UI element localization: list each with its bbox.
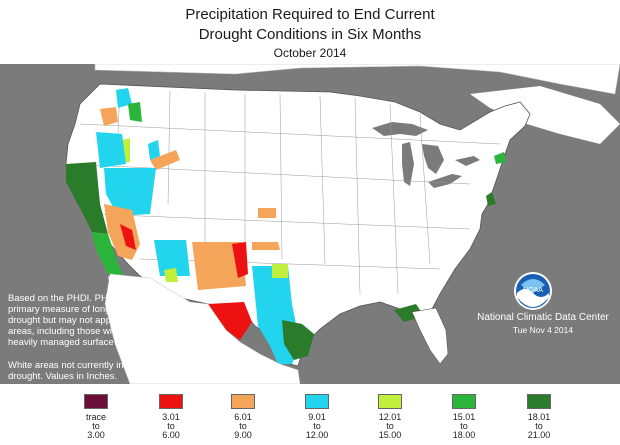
us-drought-map [65,64,620,384]
drought-area-15-18 [128,102,142,122]
drought-area-18-21 [486,192,496,206]
canada-east-land [470,86,620,144]
legend: trace to 3.00 3.01 to 6.00 6.01 to 9.00 … [0,384,620,445]
drought-area-9-12 [116,88,132,108]
drought-areas [66,88,506,364]
lake-michigan [402,142,414,186]
lake-superior [372,122,428,136]
white-areas-note: White areas not currently in drought. Va… [8,360,124,382]
legend-item: trace to 3.00 [66,394,126,440]
legend-to: 15.00 [378,430,402,440]
noaa-logo-text: NOAA [523,287,543,294]
legend-to: 18.00 [452,430,476,440]
mexico-land [104,273,301,384]
drought-area-18-21 [282,320,314,360]
drought-area-9-12 [96,132,126,168]
drought-area-12-15 [164,268,178,282]
legend-from: 12.01 [378,412,402,422]
map-area: Based on the PHDI. PHDI is a primary mea… [0,64,620,384]
legend-swatch [527,394,551,409]
legend-from: 18.01 [527,412,551,422]
noaa-logo-icon: NOAA [514,272,552,310]
legend-to-word: to [239,421,247,431]
baja-peninsula [108,276,152,364]
map-date-line: October 2014 [273,46,347,60]
legend-item: 6.01 to 9.00 [213,394,273,440]
legend-swatch [159,394,183,409]
legend-swatch [84,394,108,409]
drought-area-9-12 [148,140,160,160]
legend-swatch [452,394,476,409]
canada-land [94,64,620,95]
agency-name: National Climatic Data Center [477,312,609,323]
drought-area-6-9 [252,242,280,250]
drought-area-3-6 [232,242,248,278]
drought-area-6-9 [150,150,180,170]
drought-area-6-9 [100,107,118,126]
drought-area-15-18 [494,152,506,164]
legend-to-word: to [460,421,468,431]
agency-date: Tue Nov 4 2014 [512,325,574,335]
legend-to: 12.00 [305,430,329,440]
florida-land [411,307,449,365]
drought-area-6-9 [258,208,276,218]
legend-to-word: to [313,421,321,431]
legend-item: 12.01 to 15.00 [360,394,420,440]
lake-erie [428,174,462,188]
legend-to: 21.00 [527,430,551,440]
drought-area-15-18 [92,232,124,276]
legend-to-word: to [92,421,100,431]
drought-area-6-9 [192,242,246,290]
legend-to-word: to [386,421,394,431]
legend-to-word: to [167,421,175,431]
legend-to: 9.00 [234,430,252,440]
legend-from: 6.01 [234,412,252,422]
drought-area-3-6 [120,224,136,250]
legend-swatch [305,394,329,409]
legend-to: 3.00 [87,430,105,440]
legend-from: 3.01 [162,412,180,422]
drought-area-9-12 [104,168,156,216]
legend-swatch [231,394,255,409]
legend-to: 6.00 [162,430,180,440]
legend-from: 15.01 [452,412,476,422]
legend-from: trace [85,412,106,422]
drought-area-3-6 [208,302,252,340]
map-title-line2: Drought Conditions in Six Months [198,26,422,43]
map-title-line1: Precipitation Required to End Current [185,6,435,23]
legend-item: 9.01 to 12.00 [287,394,347,440]
drought-area-18-21 [66,162,108,234]
legend-item: 18.01 to 21.00 [509,394,569,440]
legend-item: 3.01 to 6.00 [141,394,201,440]
legend-swatch [378,394,402,409]
drought-area-12-15 [272,264,288,278]
legend-to-word: to [535,421,543,431]
legend-item: 15.01 to 18.00 [434,394,494,440]
drought-area-9-12 [154,240,190,276]
lake-ontario [455,156,480,166]
lake-huron [422,144,444,174]
phdi-note: Based on the PHDI. PHDI is a primary mea… [8,293,142,348]
legend-from: 9.01 [308,412,326,422]
